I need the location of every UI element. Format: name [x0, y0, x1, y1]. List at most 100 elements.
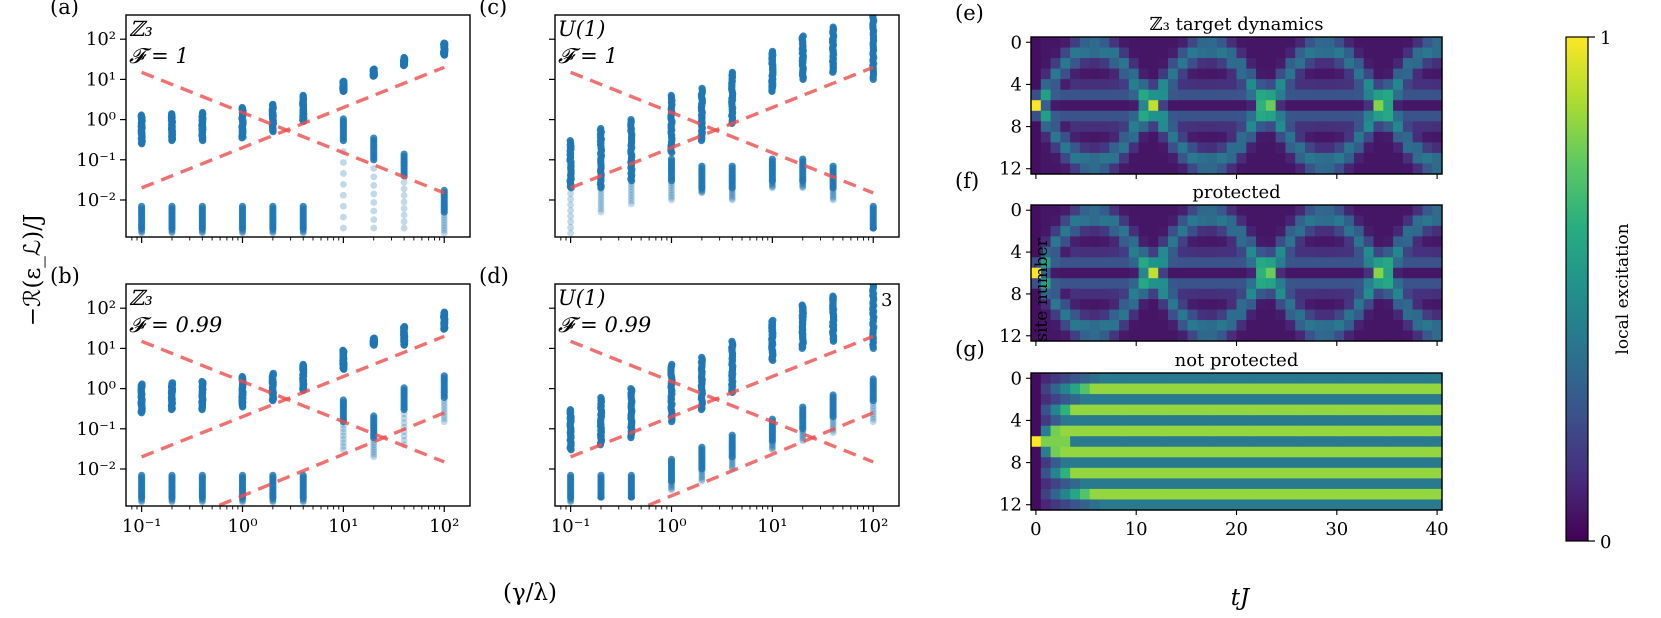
heatmap-cell — [1363, 100, 1375, 112]
scatter-series — [137, 39, 449, 237]
heatmap-cell — [1334, 246, 1345, 258]
heatmap-cell — [1373, 68, 1384, 80]
heatmap-cell — [1305, 37, 1316, 49]
heatmap-cell — [1128, 425, 1140, 437]
data-point-faint — [768, 180, 776, 187]
heatmap-cell — [1363, 330, 1375, 342]
heatmap-cell — [1383, 68, 1394, 80]
heatmap-cell — [1177, 257, 1189, 269]
heatmap-cell — [1197, 488, 1208, 501]
heatmap-cell — [1031, 457, 1042, 469]
heatmap-cell — [1197, 121, 1208, 133]
heatmap-cell — [1256, 488, 1267, 501]
heatmap-cell — [1119, 436, 1130, 448]
data-point-faint — [799, 177, 807, 185]
data-point-faint — [829, 419, 837, 427]
data-point-faint — [597, 187, 605, 195]
heatmap-cell — [1285, 457, 1296, 469]
data-point-faint — [869, 224, 877, 232]
heatmap-cell — [1422, 278, 1433, 290]
heatmap-cell — [1079, 225, 1091, 237]
heatmap-cell — [1099, 142, 1110, 154]
heatmap-cell — [1187, 257, 1198, 269]
heatmap-cell — [1383, 89, 1394, 101]
heatmap-cell — [1422, 79, 1433, 91]
data-point-faint — [370, 216, 378, 223]
heatmap-cell — [1226, 394, 1238, 406]
heatmap-cell — [1070, 309, 1081, 321]
heatmap-cell — [1236, 163, 1247, 175]
heatmap-cell — [1432, 330, 1443, 342]
data-point — [339, 346, 347, 354]
heatmap-cell — [1285, 205, 1296, 217]
heatmap-cell — [1285, 330, 1296, 342]
heatmap-cell — [1412, 37, 1424, 49]
data-point — [339, 115, 347, 123]
heatmap-cell — [1373, 225, 1384, 237]
heatmap-cell — [1128, 68, 1140, 80]
heatmap-cell — [1373, 246, 1384, 258]
data-point-faint — [299, 496, 307, 504]
heatmap-cell — [1226, 152, 1238, 165]
heatmap-cell — [1295, 215, 1306, 227]
data-point-faint — [829, 192, 837, 199]
heatmap-cell — [1344, 288, 1355, 300]
heatmap-cell — [1363, 79, 1375, 91]
heatmap-cell — [1050, 131, 1061, 143]
heatmap-cell — [1256, 267, 1267, 279]
heatmap-cell — [1295, 288, 1306, 300]
heatmap-cell — [1070, 163, 1081, 175]
heatmap-cell — [1168, 58, 1179, 70]
heatmap-cell — [1079, 446, 1091, 458]
heatmap-cell — [1412, 267, 1424, 279]
data-point — [440, 308, 448, 316]
heatmap-cell — [1031, 415, 1042, 427]
heatmap-cell — [1265, 467, 1277, 479]
heatmap-cell — [1050, 246, 1061, 258]
heatmap-cell — [1373, 299, 1384, 311]
heatmap-cell — [1334, 110, 1345, 122]
heatmap-cell — [1344, 415, 1355, 427]
heatmap-cell — [1207, 110, 1218, 122]
colorbar-tick-label-top: 1 — [1600, 28, 1611, 49]
heatmap-cell — [1344, 299, 1355, 311]
heatmap-cell — [1383, 478, 1394, 490]
heatmap-cell — [1422, 383, 1433, 395]
heatmap-cell — [1128, 79, 1140, 91]
heatmap-cell — [1344, 142, 1355, 154]
heatmap-cell — [1060, 436, 1071, 448]
heatmap-cell — [1119, 415, 1130, 427]
heatmap-cell — [1197, 79, 1208, 91]
heatmap-cell — [1168, 37, 1179, 49]
heatmap-cell — [1324, 205, 1335, 217]
data-point-faint — [168, 226, 176, 234]
heatmap-cell — [1148, 425, 1159, 437]
heatmap-cell — [1236, 373, 1247, 385]
data-point-faint — [829, 196, 837, 204]
heatmap-cell — [1432, 236, 1443, 248]
heatmap-cell — [1363, 320, 1375, 332]
heatmap-cell — [1432, 58, 1443, 70]
heatmap-cell — [1070, 68, 1081, 80]
heatmap-cell — [1040, 267, 1052, 279]
heatmap-cell — [1128, 309, 1140, 321]
heatmap-cell — [1422, 257, 1433, 269]
heatmap-cell — [1246, 299, 1257, 311]
heatmap-cell — [1109, 383, 1120, 395]
heatmap-cell — [1109, 121, 1120, 133]
heatmap-cell — [1412, 499, 1424, 511]
heatmap-cell — [1246, 121, 1257, 133]
data-point-faint — [269, 498, 277, 506]
heatmap-cell — [1099, 373, 1110, 385]
heatmap-cell — [1432, 320, 1443, 332]
heatmap-cell — [1099, 446, 1110, 458]
heatmap-y-tick-label: 12 — [999, 326, 1022, 347]
heatmap-cell — [1226, 373, 1238, 385]
heatmap-cell — [1079, 79, 1091, 91]
heatmap-cell — [1422, 415, 1433, 427]
heatmap-cell — [1324, 278, 1335, 290]
heatmap-cell — [1050, 373, 1061, 385]
heatmap-cell — [1246, 436, 1257, 448]
heatmap-cell — [1177, 215, 1189, 227]
data-point-faint — [627, 194, 635, 202]
